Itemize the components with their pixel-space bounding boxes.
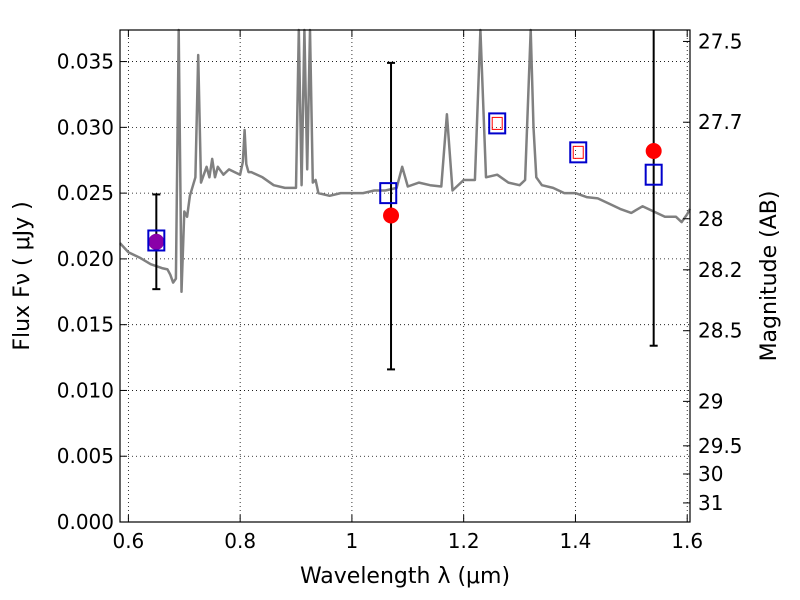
y2-tick-label: 27.7 [698, 110, 743, 134]
x-axis-label: Wavelength λ (μm) [300, 564, 510, 589]
observed-point [148, 233, 165, 250]
x-tick-label: 1.4 [560, 529, 592, 553]
model-spectrum-line [119, 28, 692, 294]
y2-tick-label: 30 [698, 462, 723, 486]
y-tick-label: 0.035 [57, 50, 114, 74]
model-photometry-box [488, 112, 507, 135]
y-tick-label: 0.020 [57, 247, 114, 271]
model-photometry-box [644, 163, 663, 186]
model-photometry [147, 112, 663, 252]
y2-tick-label: 29.5 [698, 434, 743, 458]
y2-axis: 27.5 27.7 28 28.2 28.5 29 29.5 30 31 [683, 29, 743, 515]
x-axis: 0.6 0.8 1 1.2 1.4 1.6 [112, 30, 703, 553]
model-photometry-box [379, 182, 398, 205]
model-photometry-box [147, 229, 166, 252]
observed-points [148, 143, 662, 250]
y-tick-label: 0.000 [57, 510, 114, 534]
y-tick-label: 0.015 [57, 313, 114, 337]
y-tick-label: 0.010 [57, 378, 114, 402]
y2-axis-label: Magnitude (AB) [757, 191, 782, 362]
y2-tick-label: 27.5 [698, 29, 743, 53]
x-tick-label: 0.6 [112, 529, 144, 553]
x-tick-label: 1.6 [671, 529, 703, 553]
inner-square [491, 116, 503, 130]
inner-square [572, 145, 584, 159]
x-tick-label: 1 [346, 529, 359, 553]
y2-tick-label: 28.2 [698, 258, 743, 282]
y-tick-label: 0.030 [57, 115, 114, 139]
error-bars [152, 30, 658, 371]
y-tick-label: 0.025 [57, 181, 114, 205]
y-axis-label: Flux Fν ( μJy ) [10, 201, 35, 350]
y-tick-label: 0.005 [57, 444, 114, 468]
x-tick-label: 1.2 [448, 529, 480, 553]
model-photometry-box [569, 141, 588, 164]
model-spectrum [119, 28, 692, 294]
observed-point [383, 207, 400, 224]
y2-tick-label: 31 [698, 491, 723, 515]
y2-tick-label: 28 [698, 207, 723, 231]
plot-frame [119, 29, 691, 523]
observed-point [645, 143, 662, 160]
y2-tick-label: 28.5 [698, 319, 743, 343]
x-tick-label: 0.8 [224, 529, 256, 553]
y2-tick-label: 29 [698, 389, 723, 413]
grid [120, 30, 690, 523]
y-axis: 0.000 0.005 0.010 0.015 0.020 0.025 0.030 0.035 [57, 50, 127, 534]
